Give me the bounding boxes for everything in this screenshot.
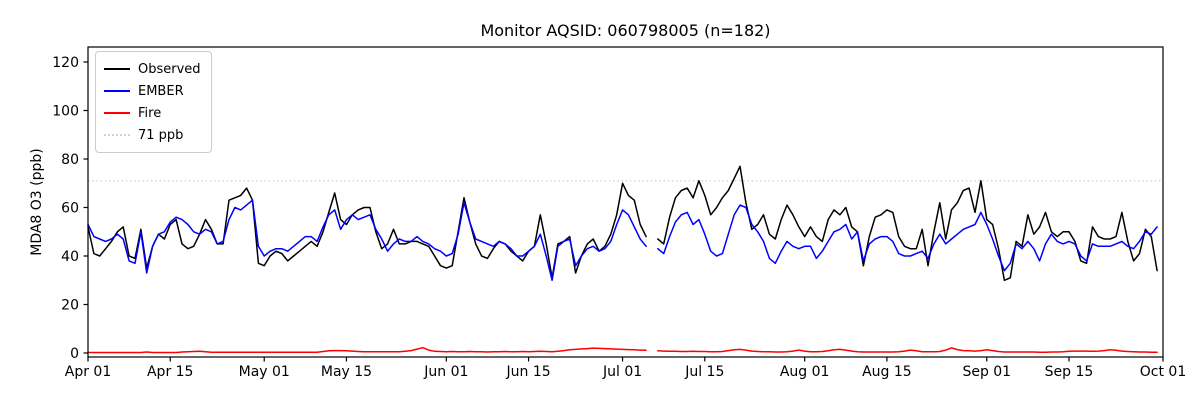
series-line-fire: [87, 346, 1158, 354]
y-tick-label: 40: [61, 249, 79, 265]
x-tick-label: Aug 01: [780, 364, 830, 380]
legend: Observed EMBER Fire 71 ppb: [95, 51, 212, 153]
y-tick-label: 60: [61, 201, 79, 217]
legend-label-ember: EMBER: [138, 83, 184, 99]
legend-item-observed: Observed: [104, 58, 201, 80]
x-tick-label: Jun 01: [423, 364, 468, 380]
y-tick-label: 100: [52, 104, 79, 120]
axes-frame: [87, 46, 1164, 358]
y-tick-label: 0: [70, 346, 79, 362]
x-tick-label: May 01: [239, 364, 290, 380]
y-tick-label: 20: [61, 298, 79, 314]
fire-line-swatch: [104, 112, 130, 114]
legend-label-observed: Observed: [138, 61, 201, 77]
chart-title: Monitor AQSID: 060798005 (n=182): [480, 21, 771, 40]
x-tick-label: Oct 01: [1140, 364, 1186, 380]
x-tick-label: Sep 15: [1045, 364, 1094, 380]
x-tick-label: Apr 15: [147, 364, 193, 380]
x-tick-label: Apr 01: [65, 364, 111, 380]
legend-item-fire: Fire: [104, 102, 201, 124]
legend-item-ember: EMBER: [104, 80, 201, 102]
x-tick-label: Sep 01: [962, 364, 1011, 380]
series-line-ember: [87, 199, 1158, 282]
legend-item-threshold: 71 ppb: [104, 124, 201, 146]
x-tick-label: May 15: [321, 364, 372, 380]
observed-line-swatch: [104, 68, 130, 70]
series-line-observed: [87, 165, 1158, 282]
x-tick-label: Jul 15: [684, 364, 724, 380]
x-tick-label: Aug 15: [862, 364, 912, 380]
x-tick-label: Jul 01: [602, 364, 642, 380]
ember-line-swatch: [104, 90, 130, 92]
y-tick-label: 120: [52, 55, 79, 71]
x-tick-label: Jun 15: [506, 364, 551, 380]
legend-label-fire: Fire: [138, 105, 162, 121]
threshold-line-swatch: [104, 134, 130, 136]
legend-label-threshold: 71 ppb: [138, 127, 184, 143]
y-tick-label: 80: [61, 152, 79, 168]
